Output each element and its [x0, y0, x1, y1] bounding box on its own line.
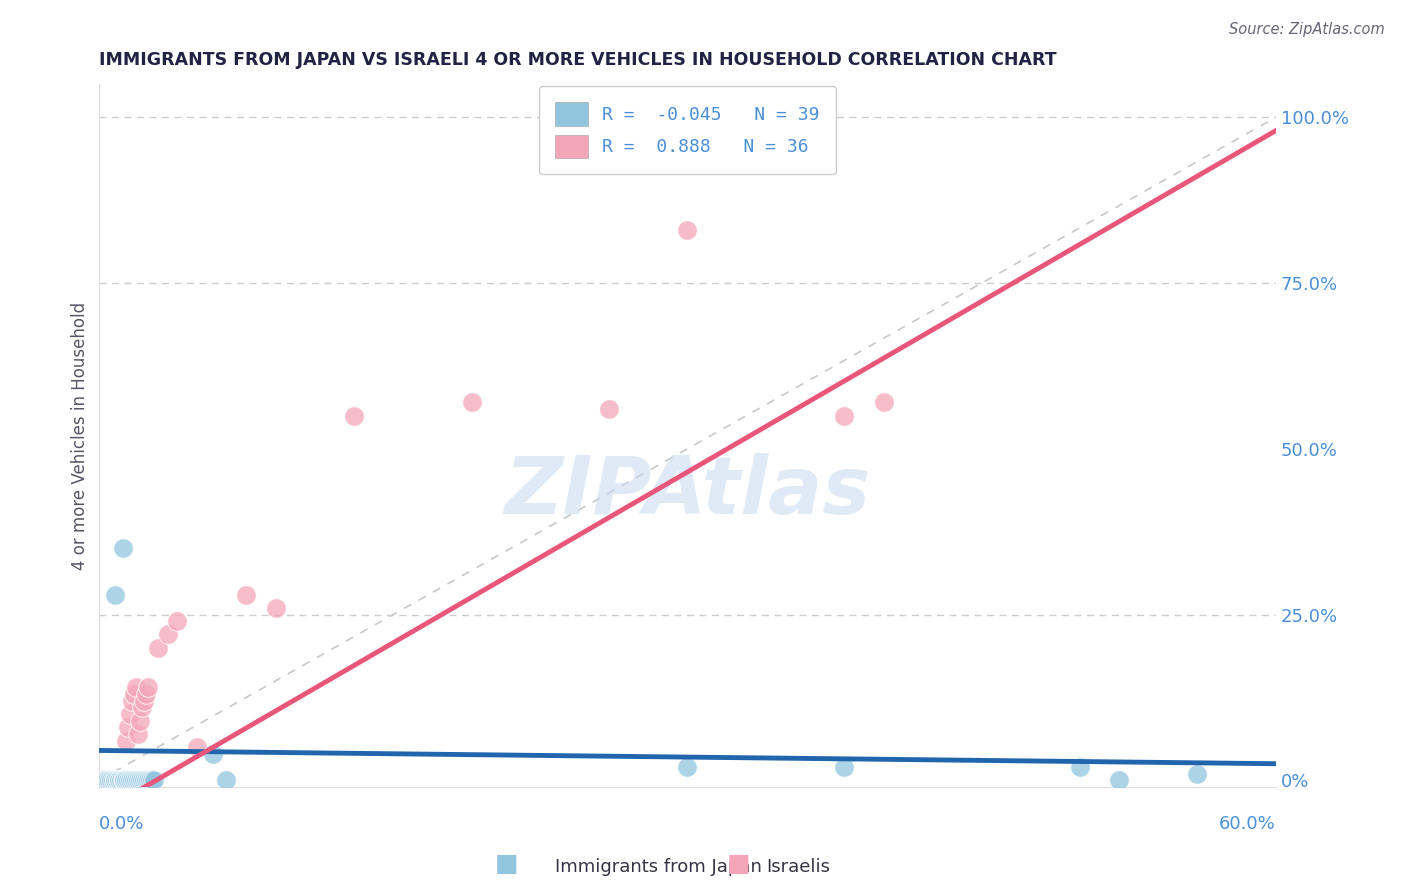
- Text: 0.0%: 0.0%: [98, 815, 145, 833]
- Point: [834, 760, 856, 774]
- Point: [97, 772, 120, 787]
- Point: [101, 772, 124, 787]
- Point: [131, 700, 153, 714]
- Point: [100, 772, 122, 787]
- Point: [121, 694, 143, 708]
- Point: [125, 681, 148, 695]
- Point: [111, 772, 134, 787]
- Point: [120, 772, 142, 787]
- Point: [96, 772, 118, 787]
- Text: Source: ZipAtlas.com: Source: ZipAtlas.com: [1229, 22, 1385, 37]
- Point: [104, 772, 127, 787]
- Point: [139, 772, 162, 787]
- Point: [676, 760, 699, 774]
- Point: [834, 409, 856, 423]
- Point: [114, 772, 136, 787]
- Text: Israelis: Israelis: [766, 858, 831, 876]
- Point: [129, 714, 152, 728]
- Point: [104, 772, 127, 787]
- Point: [94, 772, 117, 787]
- Point: [115, 733, 138, 747]
- Point: [136, 681, 159, 695]
- Point: [136, 772, 159, 787]
- Text: ZIPAtlas: ZIPAtlas: [505, 453, 870, 531]
- Text: Immigrants from Japan: Immigrants from Japan: [555, 858, 762, 876]
- Point: [1108, 772, 1130, 787]
- Point: [131, 772, 153, 787]
- Point: [124, 687, 146, 701]
- Point: [125, 772, 148, 787]
- Point: [235, 588, 257, 602]
- Y-axis label: 4 or more Vehicles in Household: 4 or more Vehicles in Household: [72, 301, 89, 570]
- Point: [94, 772, 117, 787]
- Point: [124, 772, 146, 787]
- Point: [129, 772, 152, 787]
- Point: [110, 772, 132, 787]
- Point: [91, 772, 114, 787]
- Point: [105, 772, 128, 787]
- Point: [117, 772, 139, 787]
- Point: [1187, 766, 1209, 780]
- Point: [135, 772, 157, 787]
- Point: [100, 772, 122, 787]
- Point: [127, 772, 149, 787]
- Text: ■: ■: [495, 852, 517, 876]
- Point: [114, 772, 136, 787]
- Point: [120, 706, 142, 721]
- Point: [343, 409, 366, 423]
- Point: [105, 772, 128, 787]
- Point: [104, 588, 127, 602]
- Point: [676, 223, 699, 237]
- Point: [107, 772, 129, 787]
- Point: [114, 772, 136, 787]
- Point: [101, 772, 124, 787]
- Point: [135, 687, 157, 701]
- Legend: R =  -0.045   N = 39, R =  0.888   N = 36: R = -0.045 N = 39, R = 0.888 N = 36: [538, 87, 837, 174]
- Point: [141, 772, 163, 787]
- Text: ■: ■: [727, 852, 749, 876]
- Point: [117, 720, 139, 734]
- Point: [110, 772, 132, 787]
- Point: [107, 772, 129, 787]
- Point: [111, 772, 134, 787]
- Point: [156, 627, 179, 641]
- Point: [215, 772, 238, 787]
- Point: [186, 740, 208, 755]
- Point: [166, 614, 188, 628]
- Point: [104, 772, 127, 787]
- Point: [97, 772, 120, 787]
- Point: [142, 772, 165, 787]
- Point: [872, 395, 894, 409]
- Point: [201, 747, 224, 761]
- Point: [598, 402, 620, 417]
- Point: [460, 395, 482, 409]
- Point: [132, 694, 155, 708]
- Point: [96, 772, 118, 787]
- Point: [146, 640, 169, 655]
- Point: [264, 601, 287, 615]
- Point: [115, 772, 138, 787]
- Point: [91, 772, 114, 787]
- Text: 60.0%: 60.0%: [1219, 815, 1277, 833]
- Point: [111, 541, 134, 556]
- Point: [132, 772, 155, 787]
- Point: [121, 772, 143, 787]
- Point: [127, 727, 149, 741]
- Point: [107, 772, 129, 787]
- Text: IMMIGRANTS FROM JAPAN VS ISRAELI 4 OR MORE VEHICLES IN HOUSEHOLD CORRELATION CHA: IMMIGRANTS FROM JAPAN VS ISRAELI 4 OR MO…: [98, 51, 1057, 69]
- Point: [1069, 760, 1091, 774]
